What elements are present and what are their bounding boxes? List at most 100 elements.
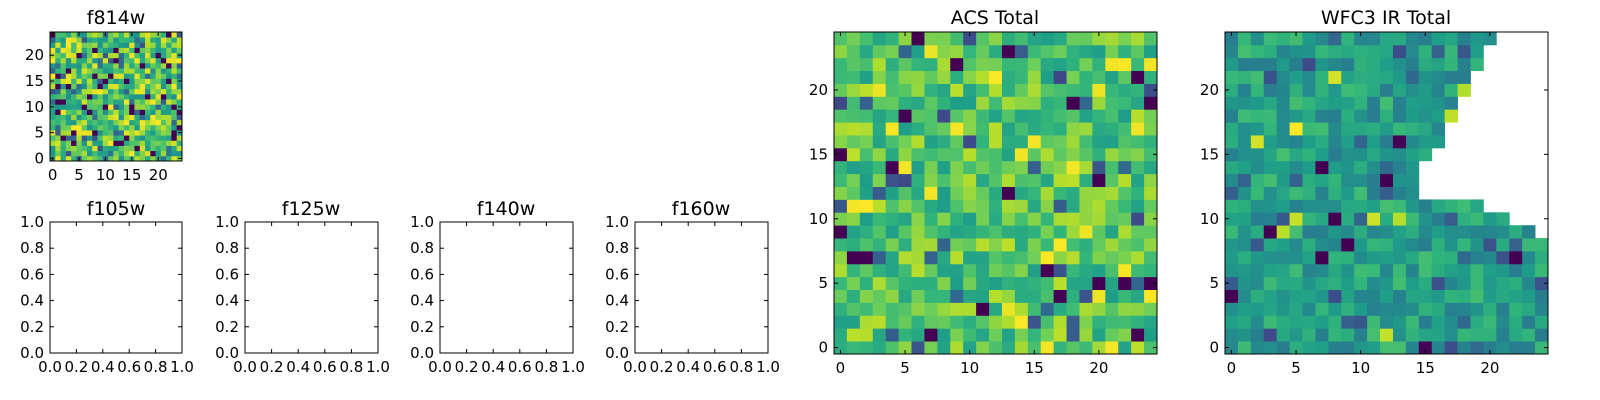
tick-label: 20 <box>149 166 168 184</box>
heatmap-cell <box>1483 32 1497 46</box>
heatmap-cell <box>976 135 990 149</box>
heatmap-cell <box>1341 83 1355 97</box>
heatmap-cell <box>71 145 77 152</box>
heatmap-cell <box>1405 238 1420 252</box>
heatmap-cell <box>950 302 964 316</box>
heatmap-cell <box>134 104 141 110</box>
heatmap-cell <box>97 155 104 162</box>
heatmap-cell <box>1535 302 1549 316</box>
heatmap-cell <box>97 47 104 54</box>
tick-label: 1.0 <box>366 358 390 376</box>
heatmap-cell <box>976 263 990 278</box>
heatmap-cell <box>1144 250 1158 265</box>
heatmap-cell <box>1131 341 1145 355</box>
axes-frame <box>244 221 379 354</box>
heatmap-cell <box>1105 315 1119 329</box>
heatmap-cell <box>76 78 83 84</box>
heatmap-cell <box>155 145 162 152</box>
heatmap-cell <box>113 93 120 100</box>
heatmap-cell <box>911 186 925 200</box>
heatmap-cell <box>55 57 61 64</box>
heatmap-cell <box>139 99 146 105</box>
heatmap-cell <box>1328 263 1342 278</box>
heatmap-cell <box>108 145 114 152</box>
heatmap-cell <box>1263 135 1278 149</box>
heatmap-cell <box>129 52 135 59</box>
heatmap-cell <box>129 119 135 126</box>
heatmap-cell <box>92 73 98 79</box>
heatmap-cell <box>139 42 146 48</box>
heatmap-cell <box>60 73 67 79</box>
heatmap-cell <box>1418 341 1433 355</box>
heatmap-cell <box>150 47 156 54</box>
heatmap-cell <box>846 263 861 278</box>
heatmap-cell <box>950 96 964 110</box>
heatmap-cell <box>1001 238 1016 252</box>
heatmap-cell <box>924 44 938 59</box>
heatmap-cell <box>1053 302 1067 316</box>
tick-label: 20 <box>1089 359 1108 377</box>
heatmap-cell <box>1079 135 1093 149</box>
heatmap-cell <box>1066 83 1080 97</box>
heatmap-cell <box>1496 238 1510 252</box>
heatmap-cell <box>976 276 990 290</box>
heatmap-cell <box>86 57 93 64</box>
heatmap-cell <box>885 289 899 303</box>
heatmap-cell <box>139 52 146 59</box>
heatmap-cell <box>1014 225 1029 239</box>
heatmap-cell <box>1392 315 1407 329</box>
heatmap-cell <box>1431 250 1446 265</box>
heatmap-cell <box>859 341 874 355</box>
heatmap-cell <box>65 109 72 115</box>
heatmap-cell <box>1027 212 1042 226</box>
heatmap-cell <box>171 57 178 64</box>
heatmap-cell <box>1392 199 1407 213</box>
tick-label: 1.0 <box>170 358 194 376</box>
heatmap-cell <box>1522 263 1536 278</box>
heatmap-cell <box>1001 276 1016 290</box>
heatmap-cell <box>1367 315 1381 329</box>
heatmap-cell <box>81 104 88 110</box>
heatmap-cell <box>129 78 135 84</box>
heatmap-cell <box>1302 83 1316 97</box>
heatmap-cell <box>86 47 93 54</box>
heatmap-cell <box>134 130 141 136</box>
heatmap-cell <box>65 104 72 110</box>
heatmap-cell <box>1144 32 1158 46</box>
heatmap-cell <box>911 238 925 252</box>
heatmap-cell <box>160 124 167 131</box>
heatmap-cell <box>1457 32 1471 46</box>
heatmap-cell <box>1315 341 1329 355</box>
heatmap-cell <box>1522 341 1536 355</box>
tick-label: 0.4 <box>481 358 505 376</box>
heatmap-cell <box>171 73 178 79</box>
heatmap-cell <box>166 83 172 90</box>
heatmap-cell <box>176 135 183 141</box>
heatmap-cell <box>1237 160 1252 175</box>
heatmap-cell <box>859 212 874 226</box>
heatmap-cell <box>989 328 1003 342</box>
heatmap-cell <box>1237 135 1252 149</box>
heatmap-cell <box>1431 315 1446 329</box>
heatmap-cell <box>1040 122 1055 136</box>
heatmap-cell <box>1354 160 1368 175</box>
heatmap-cell <box>176 114 183 121</box>
heatmap-cell <box>1105 263 1119 278</box>
heatmap-cell <box>55 88 61 95</box>
heatmap-cell <box>1522 225 1536 239</box>
heatmap-cell <box>1066 250 1080 265</box>
heatmap-cell <box>976 328 990 342</box>
heatmap-cell <box>123 83 130 90</box>
heatmap-cell <box>1418 109 1433 123</box>
heatmap-cell <box>1118 212 1132 226</box>
heatmap-cell <box>1354 225 1368 239</box>
heatmap-cell <box>1392 160 1407 175</box>
heatmap-cell <box>160 32 167 38</box>
heatmap-cell <box>950 109 964 123</box>
heatmap-cell <box>55 140 61 146</box>
heatmap-cell <box>950 238 964 252</box>
heatmap-cell <box>55 42 61 48</box>
heatmap-cell <box>1328 199 1342 213</box>
heatmap-cell <box>97 32 104 38</box>
tick-label: 0.0 <box>20 344 44 362</box>
